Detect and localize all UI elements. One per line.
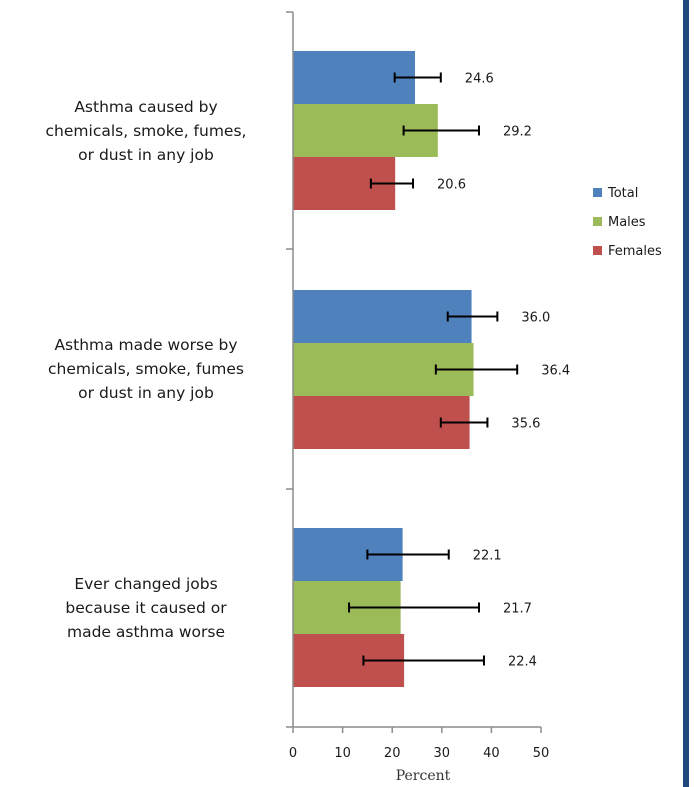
legend-label-females: Females (608, 244, 662, 259)
category-labels-layer: Asthma caused by chemicals, smoke, fumes,… (46, 98, 247, 641)
x-tick-label-50: 50 (533, 746, 550, 761)
legend-swatch-females (593, 246, 602, 255)
value-label-males-0: 29.2 (503, 125, 532, 140)
category-label-0-line-0: Asthma caused by (74, 98, 217, 116)
value-label-females-1: 35.6 (511, 417, 540, 432)
category-label-2-line-0: Ever changed jobs (74, 575, 217, 593)
x-tick-label-10: 10 (334, 746, 351, 761)
x-tick-label-30: 30 (434, 746, 451, 761)
legend: Total Males Females (593, 186, 662, 259)
value-label-females-2: 22.4 (508, 655, 537, 670)
legend-swatch-total (593, 188, 602, 197)
category-label-2-line-2: made asthma worse (67, 623, 225, 641)
value-label-males-1: 36.4 (541, 364, 570, 379)
bar-total-1 (293, 290, 472, 343)
category-label-1-line-2: or dust in any job (78, 384, 214, 402)
value-label-total-2: 22.1 (473, 549, 502, 564)
axes-layer: 0 10 20 30 40 50 (286, 11, 550, 761)
value-label-total-0: 24.6 (465, 72, 494, 87)
right-border-rule (683, 0, 689, 787)
category-label-1-line-0: Asthma made worse by (54, 336, 237, 354)
category-label-2-line-1: because it caused or (65, 599, 227, 617)
x-tick-label-0: 0 (289, 746, 297, 761)
value-label-females-0: 20.6 (437, 178, 466, 193)
value-label-total-1: 36.0 (521, 311, 550, 326)
legend-swatch-males (593, 217, 602, 226)
error-bars-layer (348, 72, 519, 666)
category-label-1-line-1: chemicals, smoke, fumes (48, 360, 244, 378)
x-axis-title: Percent (396, 768, 451, 784)
category-label-0-line-2: or dust in any job (78, 146, 214, 164)
value-labels-layer: 24.6 36.0 22.1 29.2 36.4 21.7 20.6 35.6 22.4 (437, 72, 570, 670)
legend-label-males: Males (608, 215, 646, 230)
x-tick-label-20: 20 (384, 746, 401, 761)
legend-label-total: Total (607, 186, 638, 201)
x-tick-label-40: 40 (483, 746, 500, 761)
category-label-0-line-1: chemicals, smoke, fumes, (46, 122, 247, 140)
value-label-males-2: 21.7 (503, 602, 532, 617)
